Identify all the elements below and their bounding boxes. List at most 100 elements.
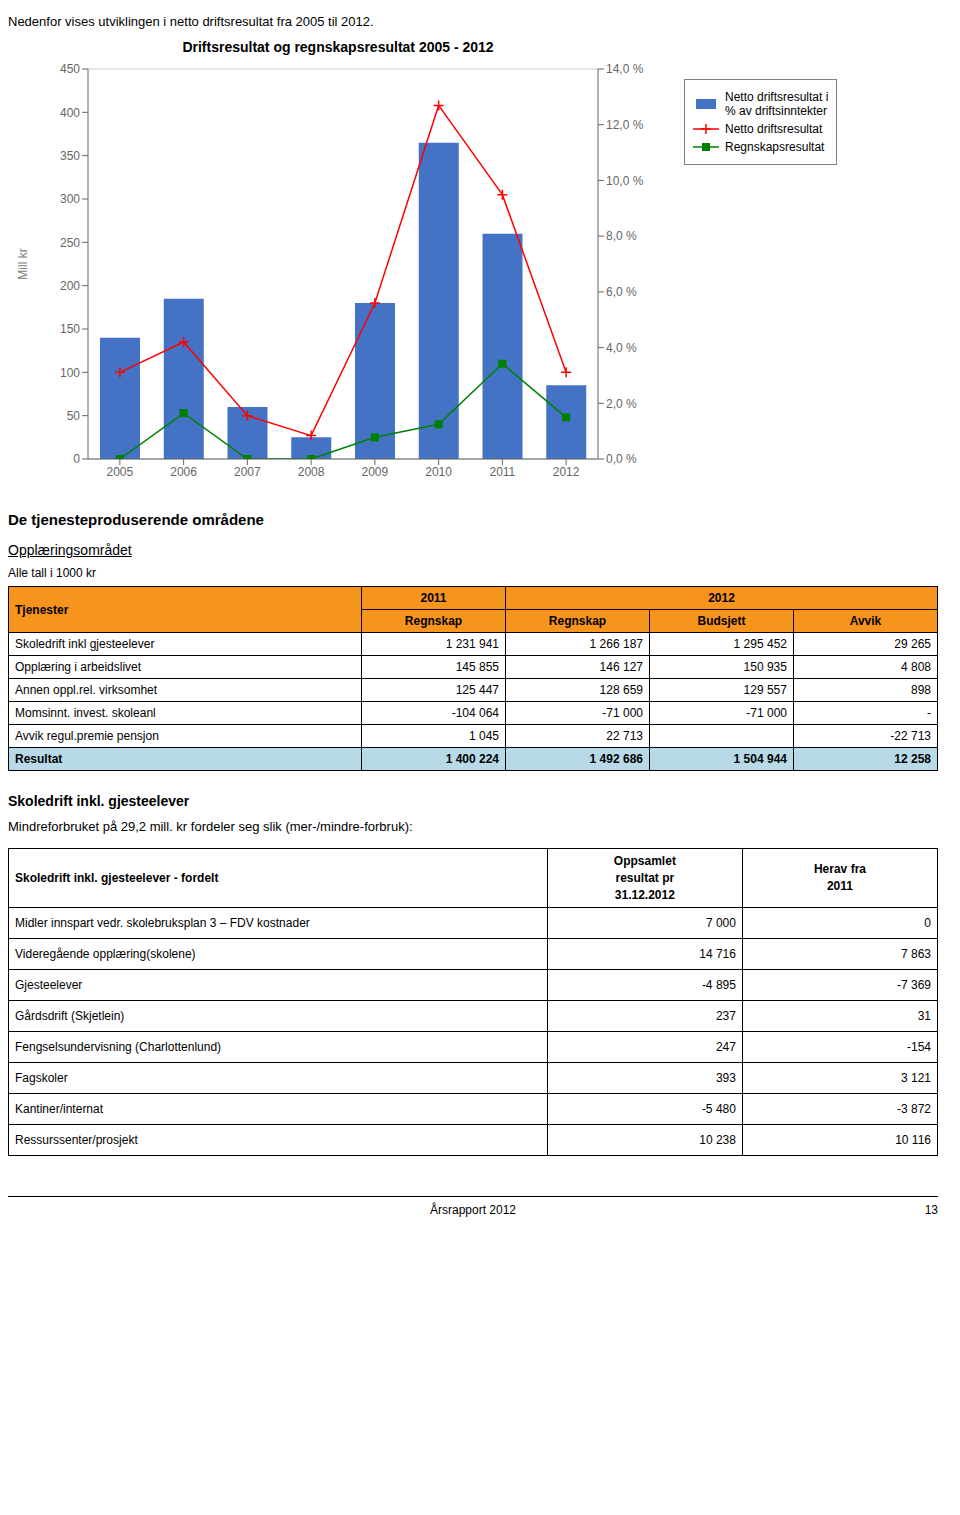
html-text:125 447: 125 447	[455, 683, 499, 697]
html-text:1 492 686: 1 492 686	[589, 752, 643, 766]
html-text:Oppsamlet resultat pr 31.12.20: Oppsamlet resultat pr 31.12.2012	[613, 854, 676, 902]
svg-text:2009: 2009	[362, 465, 389, 479]
html-text:Momsinnt. invest. skoleanl: Momsinnt. invest. skoleanl	[15, 706, 156, 720]
html-text:-71 000: -71 000	[602, 706, 643, 720]
html-text:12 258: 12 258	[894, 752, 931, 766]
html-text:Gjesteelever: Gjesteelever	[15, 978, 83, 993]
html-text:2011: 2011	[420, 591, 447, 605]
svg-text:0: 0	[73, 452, 80, 466]
svg-text:150: 150	[60, 322, 80, 336]
html-text:De tjenesteproduserende område: De tjenesteproduserende områdene	[8, 511, 264, 528]
svg-text:6,0 %: 6,0 %	[606, 285, 637, 299]
html-text:Skoledrift inkl. gjesteelever: Skoledrift inkl. gjesteelever - fordelt	[15, 870, 219, 885]
svg-text:50: 50	[67, 409, 81, 423]
html-text:Annen oppl.rel. virksomhet: Annen oppl.rel. virksomhet	[15, 683, 158, 697]
html-text:Fagskoler: Fagskoler	[15, 1071, 68, 1086]
html-text:Netto driftsresultat: Netto driftsresultat	[725, 122, 823, 136]
html-text:Resultat: Resultat	[15, 752, 63, 766]
html-text:Budsjett: Budsjett	[697, 614, 746, 628]
html-text:Fengselsundervisning (Charlott: Fengselsundervisning (Charlottenlund)	[15, 1040, 222, 1055]
html-text:Opplæring i arbeidslivet: Opplæring i arbeidslivet	[15, 660, 142, 674]
html-text:7 863: 7 863	[901, 947, 931, 962]
html-text:150 935: 150 935	[743, 660, 787, 674]
html-text:Gårdsdrift (Skjetlein): Gårdsdrift (Skjetlein)	[15, 1009, 125, 1024]
html-text:898: 898	[911, 683, 931, 697]
html-text:1 045: 1 045	[469, 729, 499, 743]
html-text:-154: -154	[907, 1040, 931, 1055]
svg-text:2005: 2005	[107, 465, 134, 479]
html-text:393: 393	[715, 1071, 736, 1086]
html-text:10 116: 10 116	[895, 1133, 931, 1148]
html-text:22 713: 22 713	[606, 729, 643, 743]
svg-text:2007: 2007	[234, 465, 261, 479]
svg-text:10,0 %: 10,0 %	[606, 174, 644, 188]
html-text:129 557: 129 557	[743, 683, 787, 697]
svg-text:0,0 %: 0,0 %	[606, 452, 637, 466]
html-text:7 000: 7 000	[705, 916, 736, 931]
svg-text:350: 350	[60, 149, 80, 163]
html-text:-4 895: -4 895	[701, 978, 736, 993]
html-text:-3 872: -3 872	[897, 1102, 931, 1117]
svg-text:14,0 %: 14,0 %	[606, 62, 644, 76]
svg-text:2,0 %: 2,0 %	[606, 397, 637, 411]
html-text:146 127: 146 127	[599, 660, 643, 674]
html-text:Avvik: Avvik	[849, 614, 882, 628]
svg-text:8,0 %: 8,0 %	[606, 229, 637, 243]
html-text:Nedenfor vises utviklingen i n: Nedenfor vises utviklingen i netto drift…	[8, 14, 374, 29]
svg-text:2010: 2010	[425, 465, 452, 479]
html-text:Herav fra 2011: Herav fra 2011	[813, 862, 866, 894]
html-text:14 716: 14 716	[699, 947, 736, 962]
html-text:-22 713: -22 713	[890, 729, 931, 743]
svg-text:300: 300	[60, 192, 80, 206]
html-text:Årsrapport 2012: Årsrapport 2012	[430, 1203, 516, 1218]
html-text:1 400 224: 1 400 224	[445, 752, 499, 766]
html-text:1 266 187: 1 266 187	[589, 637, 643, 651]
html-text:Ressurssenter/prosjekt: Ressurssenter/prosjekt	[15, 1133, 138, 1148]
html-text:Regnskap: Regnskap	[404, 614, 463, 628]
html-text:1 504 944: 1 504 944	[733, 752, 787, 766]
html-text:Mindreforbruket på 29,2 mill.: Mindreforbruket på 29,2 mill. kr fordele…	[8, 819, 413, 834]
html-text:Skoledrift inkl. gjesteelever: Skoledrift inkl. gjesteelever	[8, 793, 190, 809]
html-text:3 121: 3 121	[901, 1071, 931, 1086]
html-text:-71 000: -71 000	[746, 706, 787, 720]
html-text:29 265: 29 265	[894, 637, 931, 651]
html-text:Alle tall i 1000 kr: Alle tall i 1000 kr	[8, 566, 96, 580]
html-text:Avvik regul.premie pensjon: Avvik regul.premie pensjon	[15, 729, 159, 743]
svg-text:200: 200	[60, 279, 80, 293]
html-text:31: 31	[917, 1009, 931, 1024]
html-text:Regnskapsresultat: Regnskapsresultat	[725, 140, 825, 154]
html-text:247: 247	[715, 1040, 736, 1055]
svg-text:Mill kr: Mill kr	[16, 248, 30, 279]
html-text:-104 064: -104 064	[451, 706, 499, 720]
html-text:Tjenester: Tjenester	[15, 602, 69, 617]
html-text:-7 369: -7 369	[897, 978, 931, 993]
html-text:Midler innspart vedr. skolebru: Midler innspart vedr. skolebruksplan 3 –…	[15, 916, 310, 931]
html-text:Regnskap: Regnskap	[548, 614, 607, 628]
svg-text:4,0 %: 4,0 %	[606, 341, 637, 355]
html-text:Driftsresultat og regnskapsres: Driftsresultat og regnskapsresultat 2005…	[182, 39, 494, 55]
svg-text:400: 400	[60, 106, 80, 120]
html-text:1 231 941: 1 231 941	[445, 637, 499, 651]
svg-text:100: 100	[60, 366, 80, 380]
html-text:Videregående opplæring(skolene: Videregående opplæring(skolene)	[15, 947, 196, 962]
html-text:13: 13	[924, 1203, 938, 1218]
html-text:237: 237	[715, 1009, 736, 1024]
html-text:145 855: 145 855	[455, 660, 499, 674]
svg-text:2006: 2006	[170, 465, 197, 479]
svg-text:450: 450	[60, 62, 80, 76]
html-text:1 295 452: 1 295 452	[733, 637, 787, 651]
html-text:Kantiner/internat: Kantiner/internat	[15, 1102, 104, 1117]
html-text:4 808: 4 808	[901, 660, 931, 674]
svg-text:250: 250	[60, 236, 80, 250]
html-text:-5 480: -5 480	[701, 1102, 736, 1117]
html-text:Skoledrift inkl gjesteelever: Skoledrift inkl gjesteelever	[15, 637, 155, 651]
svg-text:2011: 2011	[489, 465, 515, 479]
svg-text:2008: 2008	[298, 465, 325, 479]
html-text:128 659: 128 659	[599, 683, 643, 697]
html-text:10 238: 10 238	[699, 1133, 736, 1148]
svg-text:2012: 2012	[553, 465, 580, 479]
html-text:2012: 2012	[708, 591, 735, 605]
html-text:Netto driftsresultat i % av dr: Netto driftsresultat i % av driftsinntek…	[725, 90, 829, 118]
html-text:Opplæringsområdet: Opplæringsområdet	[8, 542, 132, 558]
svg-text:12,0 %: 12,0 %	[606, 118, 644, 132]
